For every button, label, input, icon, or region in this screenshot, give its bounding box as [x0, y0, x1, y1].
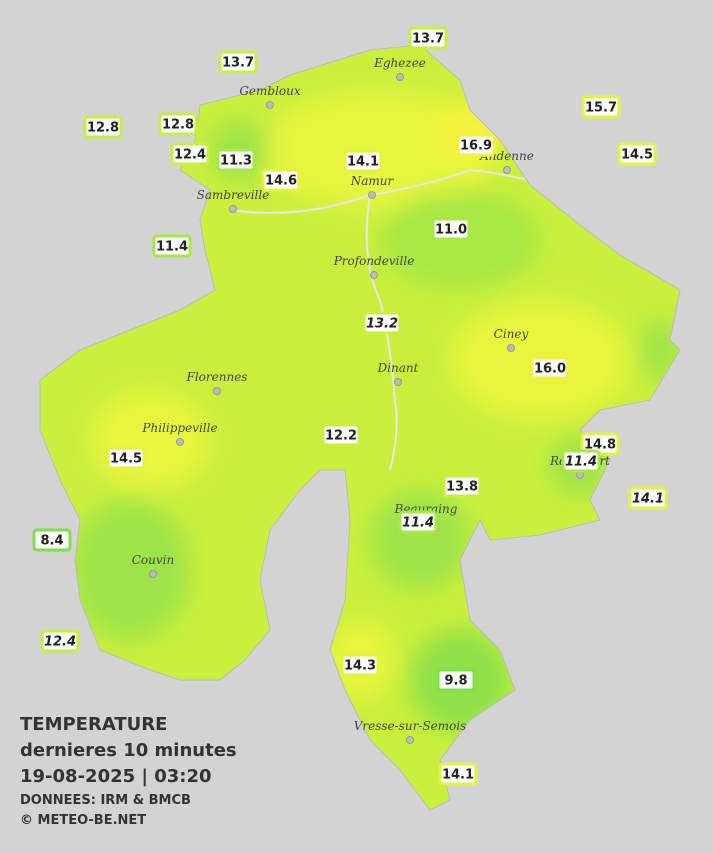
city-dot — [507, 344, 515, 352]
station-value: 8.4 — [40, 534, 63, 549]
station-box — [340, 653, 380, 677]
station-box — [438, 762, 478, 786]
city-label: Namur — [350, 174, 395, 188]
station-box — [32, 528, 72, 552]
city-label: Gembloux — [239, 84, 301, 98]
station-box — [561, 449, 601, 473]
station-box — [456, 133, 496, 157]
station-value: 14.1 — [347, 155, 379, 170]
station-value: 14.1 — [632, 492, 664, 507]
city-dot — [213, 387, 221, 395]
station-box — [398, 510, 438, 534]
station-box — [218, 50, 258, 74]
station-box — [170, 142, 210, 166]
station-box — [152, 234, 192, 258]
city-label: Eghezee — [373, 56, 426, 70]
station-value: 13.8 — [446, 480, 478, 495]
station-value: 14.1 — [442, 768, 474, 783]
city-label: Couvin — [132, 553, 174, 567]
station-box — [442, 474, 482, 498]
city-dot — [176, 438, 184, 446]
city-dot — [396, 73, 404, 81]
station-value: 14.6 — [265, 174, 297, 189]
station-box — [431, 217, 471, 241]
station-box — [83, 115, 123, 139]
station-box — [617, 142, 657, 166]
title-text: © METEO-BE.NET — [20, 813, 146, 828]
city-label: Philippeville — [141, 421, 217, 435]
city-label: Vresse-sur-Semois — [354, 719, 467, 733]
title-text: DONNEES: IRM & BMCB — [20, 793, 191, 808]
station-box — [158, 112, 198, 136]
city-dot — [503, 166, 511, 174]
station-box — [436, 668, 476, 692]
station-value: 15.7 — [585, 101, 617, 116]
city-dot — [266, 101, 274, 109]
city-dot — [370, 271, 378, 279]
station-box — [261, 168, 301, 192]
station-value: 14.5 — [110, 452, 142, 467]
station-value: 11.0 — [435, 223, 467, 238]
city-dot — [394, 378, 402, 386]
station-box — [343, 149, 383, 173]
station-box — [362, 311, 402, 335]
station-value: 12.8 — [87, 121, 119, 136]
station-value: 11.3 — [220, 154, 252, 169]
city-dot — [229, 205, 237, 213]
station-box — [40, 629, 80, 653]
title-text: dernieres 10 minutes — [20, 740, 237, 761]
station-value: 14.3 — [344, 659, 376, 674]
city-label: Sambreville — [197, 188, 270, 202]
station-value: 14.5 — [621, 148, 653, 163]
station-value: 9.8 — [444, 674, 467, 689]
station-value: 11.4 — [156, 240, 188, 255]
station-value: 16.0 — [534, 362, 566, 377]
station-value: 13.7 — [412, 32, 444, 47]
city-dot — [406, 736, 414, 744]
city-label: Florennes — [186, 370, 248, 384]
station-value: 12.4 — [174, 148, 206, 163]
station-value: 13.7 — [222, 56, 254, 71]
city-dot — [576, 471, 584, 479]
city-dot — [368, 191, 376, 199]
city-label: Ciney — [494, 327, 529, 341]
station-value: 13.2 — [366, 317, 398, 332]
station-box — [216, 148, 256, 172]
station-box — [106, 446, 146, 470]
title-text: 19-08-2025 | 03:20 — [20, 766, 212, 787]
station-box — [530, 356, 570, 380]
station-value: 11.4 — [565, 455, 597, 470]
station-value: 12.8 — [162, 118, 194, 133]
station-value: 14.8 — [584, 438, 616, 453]
station-value: 12.2 — [325, 429, 357, 444]
city-dot — [149, 570, 157, 578]
station-value: 11.4 — [402, 516, 434, 531]
station-box — [628, 486, 668, 510]
city-label: Dinant — [377, 361, 419, 375]
station-box — [408, 26, 448, 50]
station-box — [321, 423, 361, 447]
station-value: 16.9 — [460, 139, 492, 154]
city-label: Profondeville — [333, 254, 415, 268]
station-box — [581, 95, 621, 119]
station-value: 12.4 — [44, 635, 76, 650]
title-text: TEMPERATURE — [20, 714, 167, 735]
